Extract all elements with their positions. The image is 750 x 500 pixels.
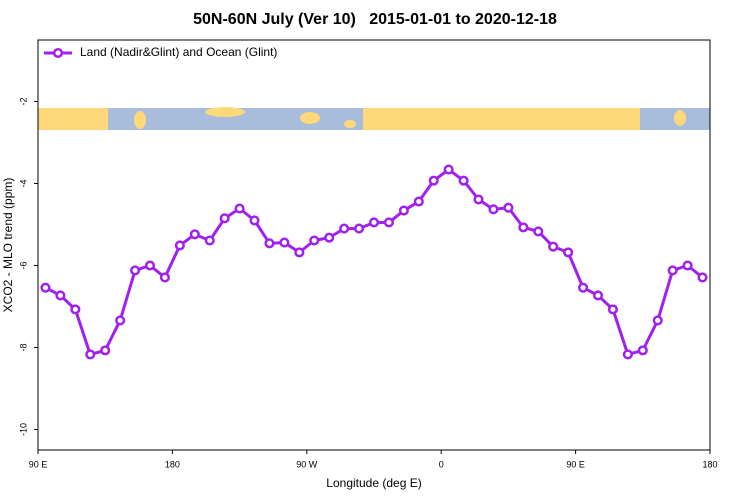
map-island	[205, 107, 245, 117]
map-ocean	[108, 108, 363, 130]
plot-frame	[37, 39, 711, 451]
y-axis-label: XCO2 - MLO trend (ppm)	[1, 178, 15, 313]
map-island	[344, 120, 356, 128]
data-point	[563, 247, 574, 258]
data-point	[324, 232, 335, 243]
x-tick-label: 90 E	[29, 459, 48, 469]
data-point	[622, 349, 633, 360]
y-tick-label: -2	[18, 97, 28, 105]
data-point	[234, 203, 245, 214]
data-point	[488, 204, 499, 215]
data-point	[607, 304, 618, 315]
data-point	[174, 240, 185, 251]
x-axis-label: Longitude (deg E)	[326, 476, 421, 490]
data-point	[637, 345, 648, 356]
data-point	[443, 164, 454, 175]
data-point	[309, 235, 320, 246]
data-point	[473, 194, 484, 205]
data-point	[697, 272, 708, 283]
legend-marker	[52, 47, 64, 59]
x-tick-label: 0	[439, 459, 444, 469]
data-point	[354, 223, 365, 234]
data-point	[55, 290, 66, 301]
data-point	[503, 202, 514, 213]
x-tick-label: 180	[165, 459, 180, 469]
data-point	[294, 247, 305, 258]
data-point	[279, 237, 290, 248]
data-point	[578, 282, 589, 293]
data-point	[219, 213, 230, 224]
data-point	[398, 205, 409, 216]
map-island	[300, 112, 320, 124]
x-tick-label: 90 E	[566, 459, 585, 469]
data-point	[40, 282, 51, 293]
x-tick-label: 90 W	[296, 459, 318, 469]
data-point	[339, 223, 350, 234]
map-band	[38, 107, 710, 130]
data-point	[204, 235, 215, 246]
data-point	[115, 315, 126, 326]
x-tick-label: 180	[702, 459, 717, 469]
series-line	[44, 168, 704, 356]
data-point	[100, 345, 111, 356]
data-point	[189, 229, 200, 240]
data-point	[518, 222, 529, 233]
data-point	[533, 226, 544, 237]
y-tick-label: -8	[18, 343, 28, 351]
y-tick-label: -6	[18, 261, 28, 269]
data-point	[592, 290, 604, 301]
data-point	[458, 175, 469, 186]
y-tick-label: -10	[18, 423, 28, 436]
data-point	[682, 260, 693, 271]
data-point	[85, 349, 96, 360]
data-point	[130, 265, 141, 276]
data-point	[548, 241, 559, 252]
data-point	[70, 304, 81, 315]
chart-title: 50N-60N July (Ver 10) 2015-01-01 to 2020…	[193, 11, 557, 28]
legend-label: Land (Nadir&Glint) and Ocean (Glint)	[80, 45, 277, 59]
y-tick-label: -4	[18, 179, 28, 187]
data-point	[264, 238, 275, 249]
data-point	[667, 265, 678, 276]
data-point	[413, 196, 424, 207]
data-point	[249, 215, 260, 226]
map-island	[674, 110, 686, 126]
data-point	[144, 260, 156, 271]
data-point	[428, 175, 439, 186]
data-point	[368, 217, 380, 228]
data-point	[652, 315, 663, 326]
data-point	[383, 217, 394, 228]
data-point	[159, 272, 170, 283]
map-island	[134, 111, 146, 129]
